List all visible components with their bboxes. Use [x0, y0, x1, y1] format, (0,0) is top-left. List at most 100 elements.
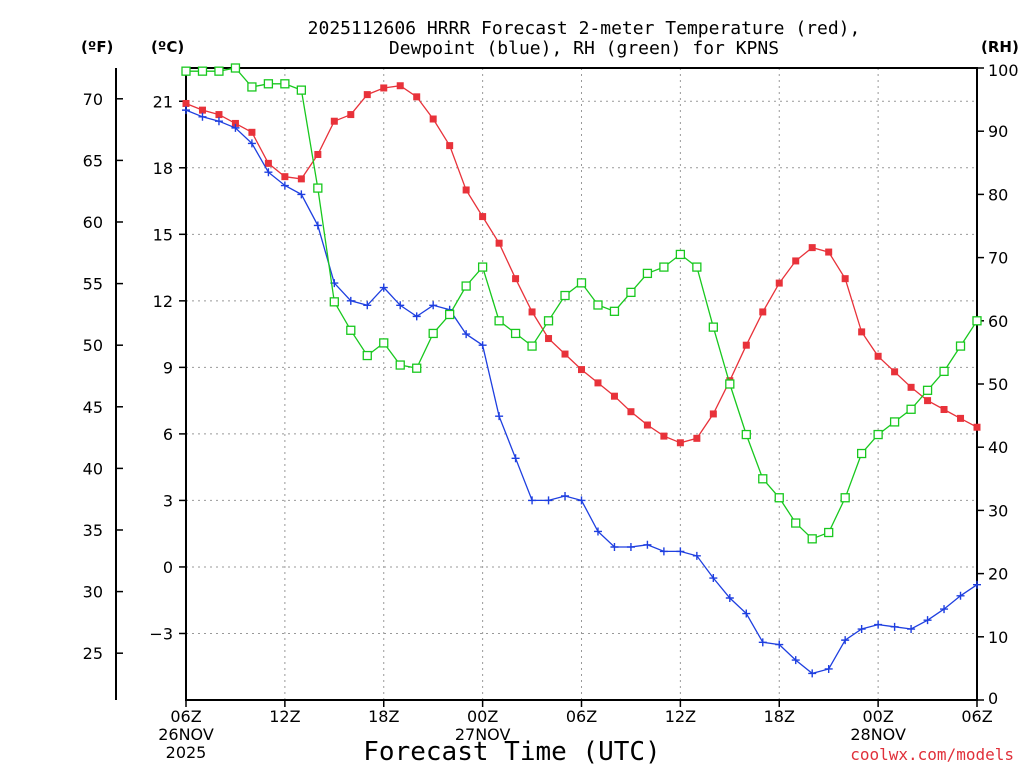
dewpoint-point	[478, 341, 487, 350]
fahrenheit-tick-label: 55	[83, 275, 103, 294]
temperature-point	[891, 368, 899, 376]
celsius-tick-label: 3	[163, 491, 173, 510]
rh-point	[263, 79, 274, 89]
rh-point	[708, 322, 718, 332]
rh-point	[774, 493, 784, 503]
dewpoint-point	[692, 551, 701, 560]
temperature-point	[610, 392, 618, 400]
celsius-tick-label: 18	[153, 159, 173, 178]
dewpoint-point	[462, 330, 471, 339]
temperature-point	[825, 248, 833, 256]
rh-point	[576, 278, 587, 288]
dewpoint-point	[643, 540, 652, 549]
dewpoint-point	[346, 296, 355, 305]
rh-tick-label: 90	[988, 122, 1008, 141]
celsius-tick-label: 0	[163, 558, 173, 577]
tick-labels: 211815129630−370656055504540353025010203…	[83, 61, 1019, 762]
dewpoint-series	[182, 106, 981, 678]
time-tick-label: 18Z	[368, 707, 399, 726]
rh-point	[346, 325, 356, 335]
rh-tick-label: 40	[988, 438, 1008, 457]
temperature-point	[709, 410, 717, 418]
fahrenheit-tick-label: 30	[83, 583, 103, 602]
date-label: 26NOV	[158, 725, 214, 744]
dewpoint-point	[280, 181, 289, 190]
fahrenheit-tick-label: 65	[83, 151, 103, 170]
rh-point	[922, 385, 933, 395]
celsius-tick-label: 6	[163, 425, 173, 444]
rh-point	[181, 66, 191, 76]
data-series	[181, 63, 982, 678]
rh-point	[230, 63, 241, 73]
dewpoint-point	[593, 527, 602, 536]
time-tick-label: 06Z	[961, 707, 992, 726]
rh-point	[692, 262, 702, 272]
x-axis-label: Forecast Time (UTC)	[363, 737, 660, 767]
dewpoint-point	[231, 123, 240, 132]
temperature-point	[627, 408, 635, 416]
dewpoint-point	[890, 622, 899, 631]
fahrenheit-unit-label: (ºF)	[81, 38, 113, 56]
temperature-point	[561, 350, 569, 358]
rh-tick-label: 20	[988, 565, 1008, 584]
time-tick-label: 06Z	[170, 707, 201, 726]
rh-point	[197, 66, 208, 76]
dewpoint-point	[511, 454, 520, 463]
dewpoint-point	[676, 547, 685, 556]
fahrenheit-tick-label: 45	[83, 398, 103, 417]
celsius-tick-label: 21	[153, 92, 173, 111]
time-tick-label: 12Z	[269, 707, 300, 726]
rh-point	[642, 268, 653, 279]
temperature-point	[330, 117, 338, 125]
rh-point	[510, 328, 521, 339]
temperature-point	[957, 414, 965, 422]
temperature-point	[231, 119, 239, 127]
celsius-tick-label: 15	[153, 225, 173, 244]
rh-point	[395, 360, 405, 370]
dewpoint-point	[907, 625, 916, 634]
rh-point	[543, 316, 554, 326]
time-tick-label: 00Z	[862, 707, 893, 726]
dewpoint-point	[610, 542, 619, 551]
dewpoint-point	[297, 190, 306, 199]
temperature-point	[380, 84, 388, 92]
watermark: coolwx.com/models	[850, 745, 1014, 764]
temperature-point	[792, 257, 800, 265]
rh-point	[972, 316, 982, 326]
dewpoint-point	[429, 301, 438, 310]
time-tick-label: 12Z	[665, 707, 696, 726]
temperature-point	[858, 328, 866, 336]
dewpoint-point	[495, 412, 504, 421]
rh-point	[379, 338, 389, 348]
rh-point	[247, 82, 257, 92]
dewpoint-point	[198, 112, 207, 121]
dewpoint-point	[626, 542, 635, 551]
dewpoint-point	[791, 656, 800, 665]
grid-lines	[186, 68, 977, 700]
dewpoint-point	[775, 640, 784, 649]
temperature-point	[594, 379, 602, 387]
temperature-point	[264, 159, 272, 167]
temperature-point	[808, 244, 816, 252]
dewpoint-point	[544, 496, 553, 505]
temperature-point	[578, 366, 585, 374]
rh-point	[824, 527, 834, 538]
rh-point	[791, 518, 801, 528]
rh-point	[906, 404, 916, 414]
rh-tick-label: 80	[988, 185, 1008, 204]
temperature-point	[874, 352, 882, 360]
dewpoint-point	[841, 636, 850, 645]
dewpoint-point	[214, 117, 223, 126]
dewpoint-point	[313, 221, 322, 230]
temperature-line	[185, 85, 978, 444]
dewpoint-point	[857, 625, 866, 634]
dewpoint-point	[264, 168, 273, 177]
temperature-point	[198, 106, 206, 114]
temperature-point	[413, 93, 421, 101]
dewpoint-point	[725, 593, 734, 602]
rh-point	[725, 379, 735, 389]
temperature-point	[479, 213, 487, 221]
rh-point	[675, 249, 686, 260]
temperature-point	[429, 115, 437, 123]
temperature-point	[676, 439, 684, 447]
